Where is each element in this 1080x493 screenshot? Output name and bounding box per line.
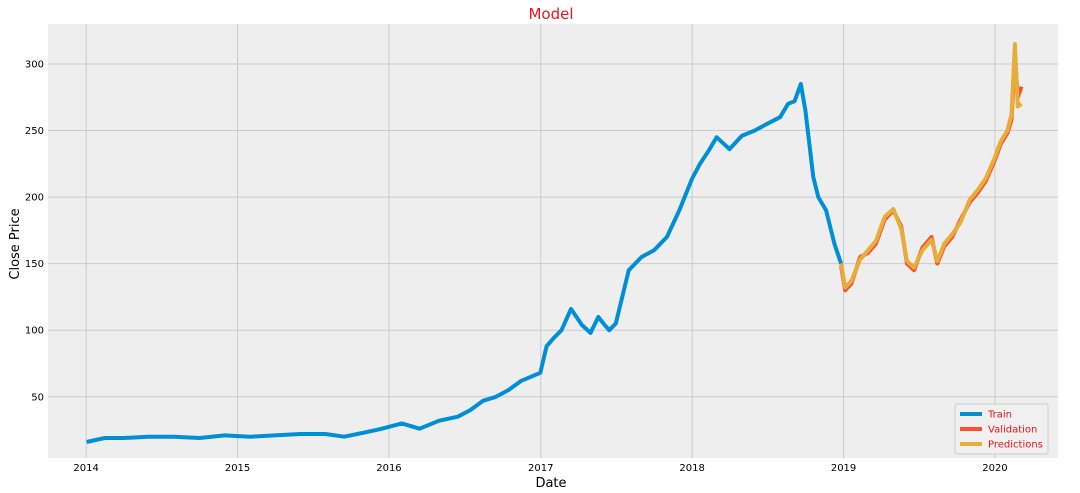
y-tick-label: 50	[31, 392, 44, 403]
legend: Train Validation Predictions	[954, 403, 1049, 455]
y-tick-label: 200	[25, 193, 44, 204]
legend-label-train: Train	[987, 410, 1012, 421]
x-tick-label: 2018	[679, 463, 704, 474]
x-tick-label: 2016	[376, 463, 401, 474]
y-tick-label: 100	[25, 326, 44, 337]
x-tick-label: 2020	[982, 463, 1007, 474]
legend-label-predictions: Predictions	[988, 440, 1043, 451]
chart-title: Model	[528, 5, 573, 23]
x-tick-label: 2017	[528, 463, 553, 474]
series-line-train	[86, 81, 843, 444]
y-axis-title: Close Price	[8, 208, 23, 279]
y-tick-label: 250	[25, 126, 44, 137]
y-tick-label: 300	[25, 59, 44, 70]
y-tick-label: 150	[25, 259, 44, 270]
x-tick-label: 2019	[831, 463, 856, 474]
x-tick-label: 2014	[73, 463, 98, 474]
legend-label-validation: Validation	[988, 425, 1037, 436]
series-line-predictions	[839, 42, 1023, 290]
plot-background	[48, 24, 1058, 458]
legend-box	[954, 403, 1049, 455]
x-tick-label: 2015	[225, 463, 250, 474]
x-axis-title: Date	[535, 476, 566, 491]
